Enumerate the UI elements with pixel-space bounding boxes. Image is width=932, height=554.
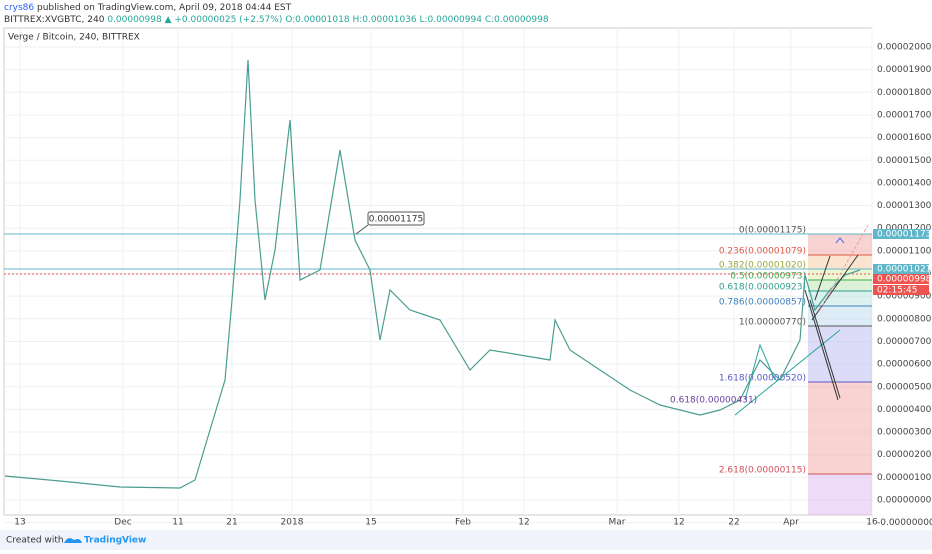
fib-band [808,382,872,474]
price-label: 0.00000600 [877,360,932,370]
fib-retracement: 0(0.00001175) 0.236(0.00001079) 0.382(0.00… [719,226,872,515]
price-label: 0.00001100 [877,246,932,256]
symbol-line: BITTREX:XVGBTC, 240 0.00000998 ▲ +0.0000… [4,15,549,25]
footer-brand[interactable]: TradingView [84,536,146,546]
price-label: 0.00001600 [877,133,932,143]
high: H:0.00001036 [352,15,416,25]
open: O:0.00001018 [285,15,350,25]
date-label: 12 [673,518,684,528]
close: C:0.00000998 [485,15,549,25]
date-label: Mar [609,518,626,528]
fib-label: 1(0.00000770) [739,318,806,328]
price-label: 0.00001800 [877,88,932,98]
date-label: 12 [518,518,529,528]
price-label: 0.00000900 [877,292,932,302]
fib-label: 0.618(0.00000923) [719,283,806,293]
fib-band [808,306,872,326]
date-label: 11 [172,518,183,528]
fib-label: 0.786(0.00000857) [719,298,806,308]
date-label: 15 [365,518,376,528]
overlay-label: 0.618(0.00000431) [670,396,757,406]
axes: 0.00002000 0.00001900 0.00001800 0.00001700… [14,43,932,529]
fib-label: 2.618(0.00000115) [719,466,806,476]
price-label: 0.00001900 [877,65,932,75]
axis-tag [873,285,929,295]
published: published on TradingView.com, April 09, … [37,3,292,13]
axis-tag [873,264,929,274]
price-label: 0.00000500 [877,382,932,392]
change: ▲ +0.00000025 (+2.57%) [165,15,283,25]
date-label: 2018 [281,518,304,528]
symbol: BITTREX:XVGBTC, 240 [4,15,105,25]
fib-label: 0.236(0.00001079) [719,247,806,257]
footer-bar [0,530,932,550]
axis-tag-label: 0.00001021 [877,265,931,275]
fib-band [808,474,872,515]
date-label: Feb [455,518,471,528]
author[interactable]: crys86 [4,3,34,13]
price-path [4,59,861,489]
annotation-box [367,211,425,226]
price-label: 0.00000700 [877,337,932,347]
price-label: 0.00001200 [877,224,932,234]
last: 0.00000998 [107,15,162,25]
date-label: Dec [114,518,131,528]
date-label: 21 [226,518,237,528]
annotation-pointer [355,224,369,235]
date-label: 22 [728,518,739,528]
fib-band [808,234,872,255]
fib-label: 0(0.00001175) [739,226,806,236]
price-label: 0.00001700 [877,110,932,120]
fib-label: 1.618(0.00000520) [719,374,806,384]
fib-label: 0.382(0.00001020) [719,261,806,271]
date-label: Apr [783,518,799,528]
price-label: 0.00001300 [877,201,932,211]
price-label: 0.00000300 [877,428,932,438]
fib-label: 0.5(0.00000973) [730,272,806,282]
low: L:0.00000994 [420,15,483,25]
price-label: -0.00000000 [877,518,932,528]
price-label: 0.00000400 [877,405,932,415]
fib-band [808,280,872,291]
price-label: 0.00000000 [877,496,932,506]
fib-band [808,326,872,382]
grid [4,28,873,524]
price-label: 0.00001400 [877,178,932,188]
axis-tag-label: 0.00000998 [877,275,932,285]
axis-tag-label: 0.00001173 [877,230,931,240]
annotation: 0.00001175 [369,215,423,225]
price-label: 0.00000200 [877,450,932,460]
trend-lines [734,224,869,416]
axis-tag [873,274,929,284]
fib-band [808,255,872,269]
axis-tag [873,229,929,239]
header-line: crys86 published on TradingView.com, Apr… [4,3,292,13]
date-label: 16 [866,518,878,528]
date-label: 13 [14,518,25,528]
axis-tag-label: 02:15:45 [877,286,917,296]
price-label: 0.00001500 [877,156,932,166]
chart-title: Verge / Bitcoin, 240, BITTREX [8,33,140,43]
footer-created: Created with [6,536,64,546]
logo [64,538,82,543]
price-label: 0.00000800 [877,314,932,324]
price-label: 0.00000100 [877,473,932,483]
price-label: 0.00002000 [877,43,932,53]
